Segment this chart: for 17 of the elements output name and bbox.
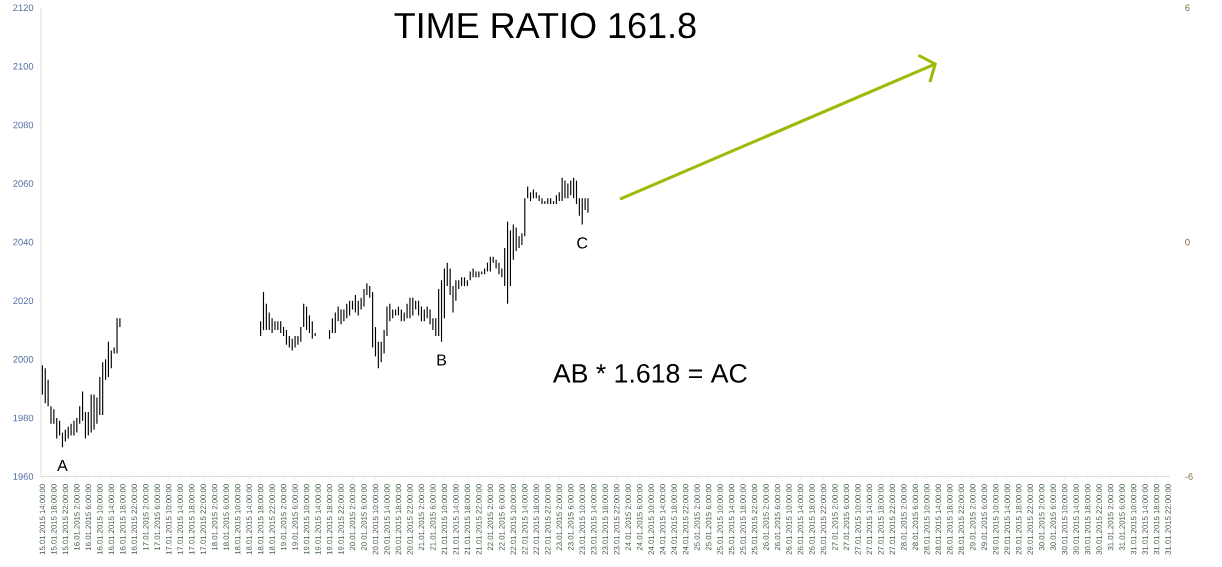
y-tick-label: 1980 <box>13 414 34 422</box>
chart-title: TIME RATIO 161.8 <box>394 12 696 39</box>
y-tick-label: 2120 <box>13 4 34 11</box>
y2-tick-label: 0 <box>1185 238 1190 246</box>
y-tick-label: 2060 <box>13 180 34 187</box>
y2-tick-label: 6 <box>1185 4 1190 11</box>
y-tick-label: 2000 <box>13 355 34 363</box>
annotation: A <box>57 459 68 471</box>
annotation: AB * 1.618 = AC <box>552 363 747 383</box>
y-tick-label: 2020 <box>13 297 34 304</box>
y2-tick-label: -6 <box>1185 473 1193 480</box>
annotation: C <box>577 237 588 249</box>
y-tick-label: 1960 <box>13 473 34 480</box>
y-tick-label: 2040 <box>13 238 34 246</box>
annotation: B <box>437 354 447 366</box>
y-tick-label: 2100 <box>13 62 34 70</box>
y-tick-label: 2080 <box>13 121 34 129</box>
